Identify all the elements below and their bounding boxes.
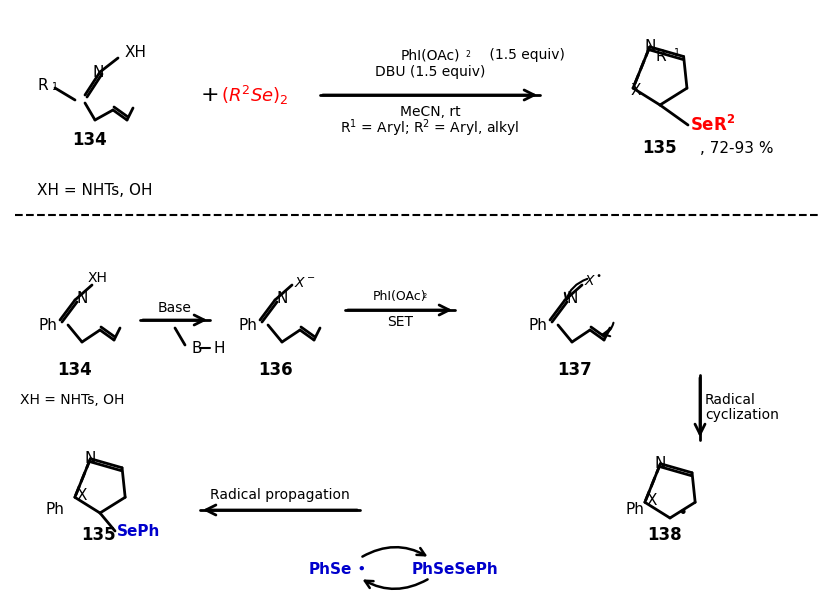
Text: $X^{\bullet}$: $X^{\bullet}$	[584, 275, 601, 289]
Text: X: X	[647, 493, 657, 508]
Text: Ph: Ph	[626, 503, 645, 517]
Text: SET: SET	[387, 315, 413, 329]
Text: X: X	[77, 488, 87, 503]
Text: (1.5 equiv): (1.5 equiv)	[485, 48, 565, 62]
Text: XH: XH	[125, 45, 147, 59]
Text: Radical propagation: Radical propagation	[210, 488, 350, 502]
Text: R$^1$ = Aryl; R$^2$ = Aryl, alkyl: R$^1$ = Aryl; R$^2$ = Aryl, alkyl	[341, 117, 520, 139]
Text: H: H	[213, 340, 225, 356]
Text: 135: 135	[643, 139, 677, 157]
Text: XH = NHTs, OH: XH = NHTs, OH	[20, 393, 124, 407]
Text: $\bullet$: $\bullet$	[677, 501, 687, 519]
Text: DBU (1.5 equiv): DBU (1.5 equiv)	[375, 65, 485, 79]
Text: PhI(OAc): PhI(OAc)	[373, 289, 426, 302]
Text: XH = NHTs, OH: XH = NHTs, OH	[37, 183, 152, 197]
Text: $\bullet$: $\bullet$	[356, 560, 365, 574]
Text: N: N	[277, 291, 287, 305]
Text: 135: 135	[81, 526, 115, 544]
Text: R: R	[37, 77, 48, 93]
Text: Radical: Radical	[705, 393, 756, 407]
Text: R: R	[655, 49, 666, 64]
Text: PhSeSePh: PhSeSePh	[412, 563, 498, 577]
Text: Ph: Ph	[529, 318, 547, 332]
Text: XH: XH	[88, 271, 108, 285]
Text: 137: 137	[557, 361, 592, 379]
Text: $_2$: $_2$	[465, 49, 471, 61]
Text: +: +	[201, 85, 219, 105]
Text: N: N	[566, 291, 578, 305]
Text: Ph: Ph	[46, 503, 64, 517]
Text: 134: 134	[72, 131, 107, 149]
Text: SePh: SePh	[117, 524, 161, 538]
Text: 134: 134	[57, 361, 92, 379]
Text: X: X	[631, 83, 641, 97]
Text: Base: Base	[158, 301, 192, 315]
Text: 136: 136	[257, 361, 292, 379]
Text: MeCN, rt: MeCN, rt	[400, 105, 461, 119]
Text: Ph: Ph	[238, 318, 257, 332]
Text: 1: 1	[674, 48, 680, 58]
Text: Ph: Ph	[38, 318, 57, 332]
Text: $(R^2Se)_2$: $(R^2Se)_2$	[221, 83, 289, 107]
Text: PhSe: PhSe	[308, 563, 352, 577]
Text: N: N	[77, 291, 87, 305]
Text: $_2$: $_2$	[422, 291, 427, 301]
Text: cyclization: cyclization	[705, 408, 779, 422]
Text: $X^-$: $X^-$	[294, 276, 316, 290]
Text: N: N	[655, 456, 666, 471]
Text: , 72-93 %: , 72-93 %	[700, 140, 774, 156]
Text: $\mathbf{SeR^2}$: $\mathbf{SeR^2}$	[690, 115, 736, 135]
Text: N: N	[644, 39, 656, 55]
Text: PhI(OAc): PhI(OAc)	[400, 48, 460, 62]
Text: N: N	[85, 451, 96, 466]
Text: N: N	[92, 64, 103, 80]
Text: 1: 1	[52, 82, 58, 92]
Text: B: B	[192, 340, 202, 356]
Text: 138: 138	[648, 526, 682, 544]
